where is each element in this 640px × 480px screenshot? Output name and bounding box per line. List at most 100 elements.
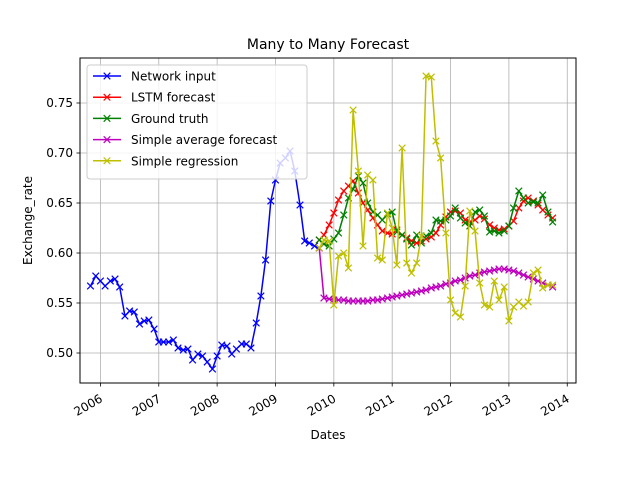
data-point-simple-regression: [534, 266, 542, 274]
series-layer: [86, 72, 557, 373]
y-tick-label: 0.55: [46, 296, 73, 310]
data-point-ground-truth: [490, 227, 499, 235]
legend-item-simple-regression: Simple regression: [93, 154, 238, 168]
data-point-network-input: [305, 239, 314, 247]
data-point-simple-regression: [539, 284, 547, 292]
data-point-ground-truth: [509, 204, 518, 212]
data-point-simple-regression: [475, 279, 484, 287]
data-point-network-input: [164, 338, 173, 346]
y-tick-label: 0.65: [46, 196, 73, 210]
data-point-simple-average-forecast: [515, 269, 523, 277]
series-simple-average-forecast: [315, 244, 557, 305]
data-point-ground-truth: [334, 229, 343, 237]
data-point-lstm-forecast: [378, 227, 386, 235]
data-point-lstm-forecast: [325, 221, 333, 229]
legend-marker-simple-average-forecast: [103, 135, 111, 144]
data-point-simple-regression: [495, 296, 503, 304]
data-point-simple-regression: [461, 282, 469, 290]
legend: Network input LSTM forecast Ground truth Si…: [86, 64, 308, 180]
data-point-network-input: [194, 350, 202, 358]
y-tick-label: 0.75: [46, 96, 73, 110]
data-point-simple-regression: [344, 264, 353, 272]
data-point-simple-average-forecast: [446, 279, 455, 287]
y-tick-label: 0.50: [46, 346, 73, 360]
data-point-simple-regression: [403, 259, 411, 267]
data-point-ground-truth: [427, 229, 436, 237]
legend-item-lstm-forecast: LSTM forecast: [93, 91, 216, 105]
data-point-network-input: [145, 316, 153, 324]
data-point-ground-truth: [407, 241, 416, 249]
data-point-network-input: [213, 352, 221, 360]
data-point-ground-truth: [544, 208, 552, 216]
data-point-network-input: [130, 308, 138, 316]
data-point-network-input: [208, 365, 217, 373]
data-point-simple-regression: [427, 73, 436, 81]
legend-label-network-input: Network input: [131, 70, 216, 84]
data-point-ground-truth: [480, 212, 489, 220]
data-point-lstm-forecast: [334, 196, 343, 204]
data-point-network-input: [169, 336, 178, 344]
data-point-simple-regression: [466, 207, 474, 215]
data-point-simple-regression: [432, 137, 440, 145]
data-point-simple-average-forecast: [471, 271, 479, 279]
data-point-simple-regression: [407, 269, 416, 277]
data-point-lstm-forecast: [330, 209, 338, 217]
data-point-network-input: [223, 342, 231, 350]
legend-item-ground-truth: Ground truth: [93, 112, 209, 126]
legend-label-simple-average-forecast: Simple average forecast: [131, 133, 278, 147]
data-point-ground-truth: [515, 187, 523, 195]
data-point-network-input: [261, 256, 270, 264]
data-point-lstm-forecast: [515, 204, 523, 212]
y-tick-label: 0.60: [46, 246, 73, 260]
data-point-simple-regression: [505, 317, 513, 325]
data-point-network-input: [310, 242, 319, 250]
data-point-ground-truth: [548, 218, 557, 226]
data-point-simple-average-forecast: [524, 273, 532, 281]
plot-frame: [79, 57, 577, 384]
data-point-simple-regression: [412, 259, 421, 267]
data-point-network-input: [296, 201, 304, 209]
data-point-simple-regression: [417, 232, 426, 240]
legend-item-network-input: Network input: [93, 70, 216, 84]
data-point-ground-truth: [461, 219, 469, 227]
data-point-ground-truth: [505, 222, 513, 230]
data-point-simple-average-forecast: [495, 265, 503, 273]
data-point-network-input: [188, 356, 197, 364]
data-point-simple-regression: [446, 296, 455, 304]
data-point-network-input: [106, 277, 115, 285]
data-point-network-input: [184, 345, 192, 353]
data-point-ground-truth: [451, 204, 459, 212]
data-point-simple-regression: [393, 261, 401, 269]
data-point-simple-average-forecast: [349, 297, 357, 305]
x-axis-label: Dates: [311, 428, 346, 442]
data-point-ground-truth: [534, 199, 542, 207]
data-point-simple-regression: [490, 277, 499, 285]
data-point-network-input: [115, 283, 124, 291]
data-point-network-input: [267, 197, 275, 205]
data-point-ground-truth: [359, 179, 367, 187]
legend-marker-simple-regression: [103, 157, 111, 165]
data-point-simple-regression: [383, 209, 392, 217]
data-point-network-input: [203, 358, 211, 366]
legend-item-simple-average-forecast: Simple average forecast: [93, 133, 278, 147]
data-point-network-input: [111, 275, 119, 283]
data-point-simple-regression: [480, 301, 489, 309]
data-point-lstm-forecast: [461, 216, 469, 224]
data-point-simple-regression: [388, 224, 396, 232]
data-point-simple-regression: [373, 254, 382, 262]
data-point-simple-regression: [334, 252, 343, 260]
data-point-simple-regression: [524, 298, 532, 306]
data-point-network-input: [174, 344, 182, 352]
data-point-ground-truth: [495, 229, 503, 237]
data-point-ground-truth: [340, 211, 348, 219]
data-point-ground-truth: [378, 216, 386, 224]
data-point-network-input: [300, 237, 309, 245]
data-point-simple-regression: [500, 283, 508, 291]
data-point-simple-regression: [456, 313, 465, 321]
legend-label-simple-regression: Simple regression: [131, 154, 238, 168]
data-point-network-input: [257, 292, 265, 300]
data-point-simple-regression: [451, 309, 459, 317]
data-point-ground-truth: [446, 212, 455, 220]
data-point-network-input: [252, 319, 260, 327]
